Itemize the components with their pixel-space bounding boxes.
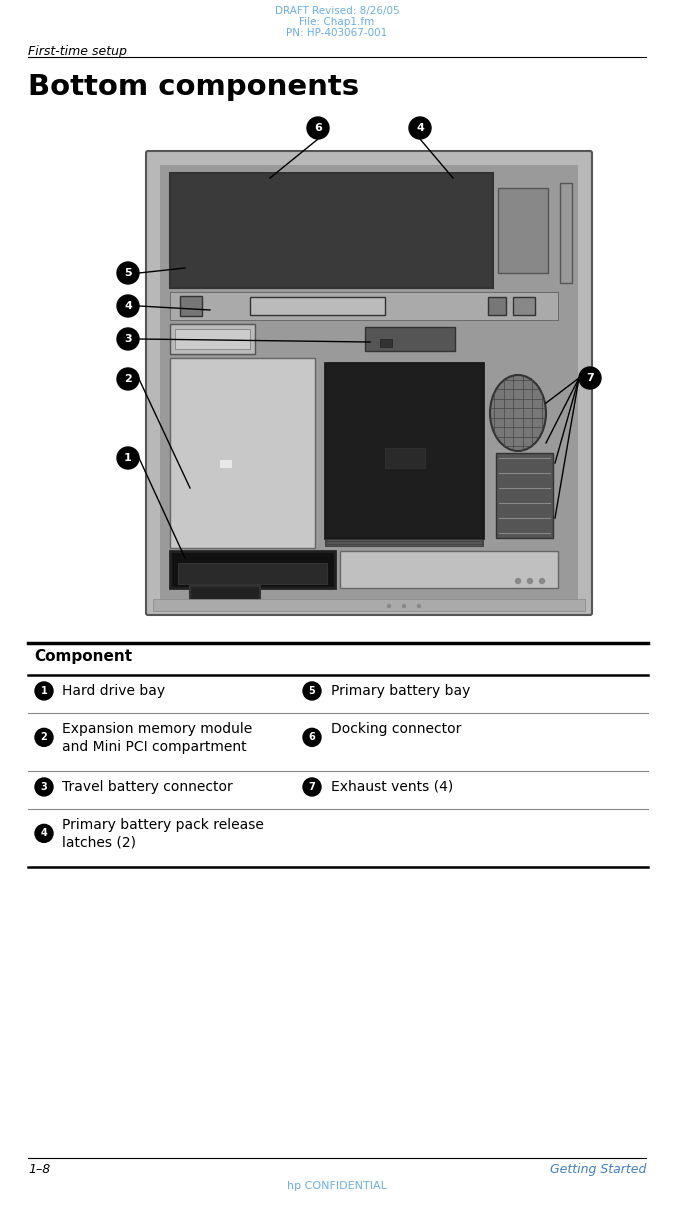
Text: First-time setup: First-time setup: [28, 45, 127, 58]
Bar: [170, 173, 493, 287]
Circle shape: [35, 778, 53, 796]
Text: Bottom components: Bottom components: [28, 73, 359, 101]
Text: Hard drive bay: Hard drive bay: [62, 684, 165, 697]
Circle shape: [303, 778, 321, 796]
Text: 2: 2: [124, 374, 132, 385]
Text: Exhaust vents (4): Exhaust vents (4): [331, 780, 453, 795]
Text: File: Chap1.fm: File: Chap1.fm: [299, 17, 375, 27]
Text: Primary battery pack release: Primary battery pack release: [62, 818, 264, 832]
Text: Primary battery bay: Primary battery bay: [331, 684, 470, 697]
Circle shape: [35, 682, 53, 700]
Bar: [178, 563, 327, 583]
Bar: [220, 460, 232, 468]
Circle shape: [539, 579, 545, 583]
Text: 7: 7: [586, 374, 594, 383]
Bar: [175, 329, 250, 349]
Circle shape: [579, 368, 601, 389]
Text: and Mini PCI compartment: and Mini PCI compartment: [62, 740, 247, 754]
Circle shape: [307, 116, 329, 139]
Text: 5: 5: [309, 687, 315, 696]
Text: 6: 6: [314, 123, 322, 133]
Text: Expansion memory module: Expansion memory module: [62, 722, 252, 736]
Text: 4: 4: [416, 123, 424, 133]
Bar: [560, 183, 572, 283]
Text: Component: Component: [34, 649, 132, 664]
Bar: [153, 599, 585, 611]
Circle shape: [117, 262, 139, 284]
Circle shape: [528, 579, 532, 583]
Bar: [385, 448, 425, 468]
Circle shape: [117, 448, 139, 469]
Bar: [170, 324, 255, 354]
Bar: [190, 586, 260, 600]
Text: 1–8: 1–8: [28, 1163, 51, 1175]
Circle shape: [117, 295, 139, 317]
Text: hp CONFIDENTIAL: hp CONFIDENTIAL: [287, 1181, 387, 1191]
Bar: [496, 452, 553, 539]
Bar: [488, 297, 506, 315]
Circle shape: [117, 368, 139, 391]
Bar: [325, 363, 483, 539]
Text: 4: 4: [124, 301, 132, 311]
Text: 1: 1: [40, 687, 47, 696]
Circle shape: [303, 728, 321, 746]
Circle shape: [409, 116, 431, 139]
Bar: [365, 328, 455, 351]
Circle shape: [402, 604, 406, 608]
Text: 2: 2: [40, 733, 47, 742]
Text: 5: 5: [124, 268, 132, 278]
Circle shape: [117, 328, 139, 351]
Bar: [340, 551, 558, 588]
Bar: [170, 292, 558, 320]
Text: Getting Started: Getting Started: [549, 1163, 646, 1175]
Bar: [513, 297, 535, 315]
Bar: [325, 539, 483, 546]
Ellipse shape: [490, 375, 546, 451]
Bar: [180, 296, 202, 317]
Text: 6: 6: [309, 733, 315, 742]
Circle shape: [417, 604, 421, 608]
FancyBboxPatch shape: [146, 150, 592, 615]
Circle shape: [388, 604, 390, 608]
Circle shape: [303, 682, 321, 700]
Text: 3: 3: [40, 782, 47, 792]
Circle shape: [35, 728, 53, 746]
Circle shape: [35, 825, 53, 842]
Bar: [170, 358, 315, 548]
Text: Docking connector: Docking connector: [331, 722, 462, 736]
Bar: [250, 297, 385, 315]
Bar: [498, 188, 548, 273]
Text: 3: 3: [124, 334, 132, 344]
Text: PN: HP-403067-001: PN: HP-403067-001: [286, 28, 388, 38]
Text: 7: 7: [309, 782, 315, 792]
Text: Travel battery connector: Travel battery connector: [62, 780, 233, 795]
Text: 4: 4: [40, 828, 47, 838]
Bar: [170, 551, 335, 588]
Text: latches (2): latches (2): [62, 836, 136, 850]
Bar: [160, 165, 578, 603]
Text: DRAFT Revised: 8/26/05: DRAFT Revised: 8/26/05: [275, 6, 399, 16]
Circle shape: [516, 579, 520, 583]
Bar: [380, 338, 392, 347]
Text: 1: 1: [124, 452, 132, 463]
